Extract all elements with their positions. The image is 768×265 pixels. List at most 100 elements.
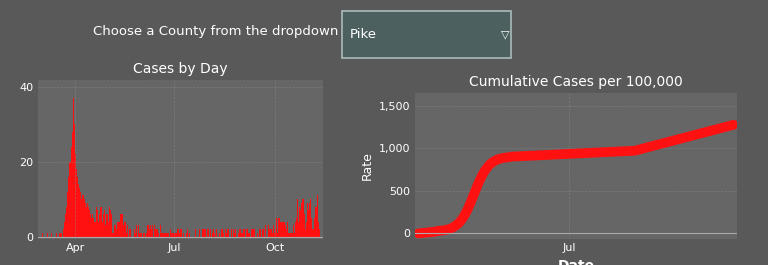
Bar [112,233,113,237]
Bar [284,222,285,237]
Bar [260,229,261,237]
Bar [76,169,77,237]
Bar [186,233,187,237]
Bar [138,226,139,237]
Bar [295,222,296,237]
Bar [309,203,310,237]
Bar [276,218,277,237]
Bar [225,229,227,237]
Bar [270,229,271,237]
Bar [235,229,236,237]
Bar [100,207,101,237]
Bar [98,222,99,237]
Bar [113,233,114,237]
Bar [303,214,305,237]
Bar [207,229,209,237]
Bar [154,226,155,237]
Bar [121,214,123,237]
Bar [296,218,297,237]
Bar [91,218,92,237]
Bar [253,229,254,237]
Bar [66,207,68,237]
Bar [246,229,247,237]
Bar [71,132,73,237]
Bar [115,226,116,237]
Y-axis label: Rate: Rate [361,151,374,180]
Bar [283,222,284,237]
Bar [292,233,293,237]
Bar [60,233,61,237]
Bar [104,210,105,237]
Bar [233,233,235,237]
Bar [178,229,180,237]
Bar [194,229,196,237]
Bar [251,229,253,237]
Bar [92,214,94,237]
Bar [189,233,190,237]
Bar [298,222,300,237]
Bar [163,233,164,237]
Bar [105,226,107,237]
Bar [95,207,97,237]
Bar [110,210,111,237]
Bar [99,214,100,237]
Bar [187,229,188,237]
Bar [285,226,286,237]
Bar [311,218,313,237]
Bar [230,229,232,237]
Bar [243,229,245,237]
Bar [162,233,163,237]
Bar [175,233,176,237]
Bar [204,229,206,237]
Bar [180,229,181,237]
Bar [129,229,131,237]
Bar [280,222,282,237]
Bar [214,233,215,237]
Bar [152,226,154,237]
Bar [173,233,174,237]
Bar [161,233,162,237]
Bar [210,229,211,237]
Text: Pike: Pike [349,28,376,41]
Bar [318,222,319,237]
Bar [149,229,150,237]
Bar [134,233,136,237]
Bar [202,229,204,237]
Bar [86,207,87,237]
Bar [56,233,58,237]
Bar [219,233,220,237]
Bar [183,233,184,237]
Bar [259,229,260,237]
Bar [247,229,248,237]
Bar [167,233,168,237]
Bar [78,184,79,237]
Bar [290,233,292,237]
Bar [293,233,295,237]
Bar [220,229,222,237]
Bar [65,214,66,237]
Bar [287,222,288,237]
Bar [81,199,82,237]
Bar [136,226,137,237]
Bar [314,218,316,237]
Text: ▽: ▽ [501,29,510,39]
Bar [277,233,279,237]
Bar [82,196,84,237]
Bar [165,233,167,237]
Bar [238,233,240,237]
Bar [177,229,178,237]
X-axis label: Date: Date [558,259,594,265]
Bar [89,210,90,237]
Bar [73,98,74,237]
Bar [101,207,102,237]
Text: Choose a County from the dropdown: Choose a County from the dropdown [93,25,338,38]
Bar [170,233,172,237]
Bar [286,229,287,237]
Bar [212,233,214,237]
Bar [147,226,149,237]
Bar [87,203,88,237]
Bar [151,229,152,237]
Bar [267,226,269,237]
Bar [64,222,65,237]
Bar [240,229,241,237]
